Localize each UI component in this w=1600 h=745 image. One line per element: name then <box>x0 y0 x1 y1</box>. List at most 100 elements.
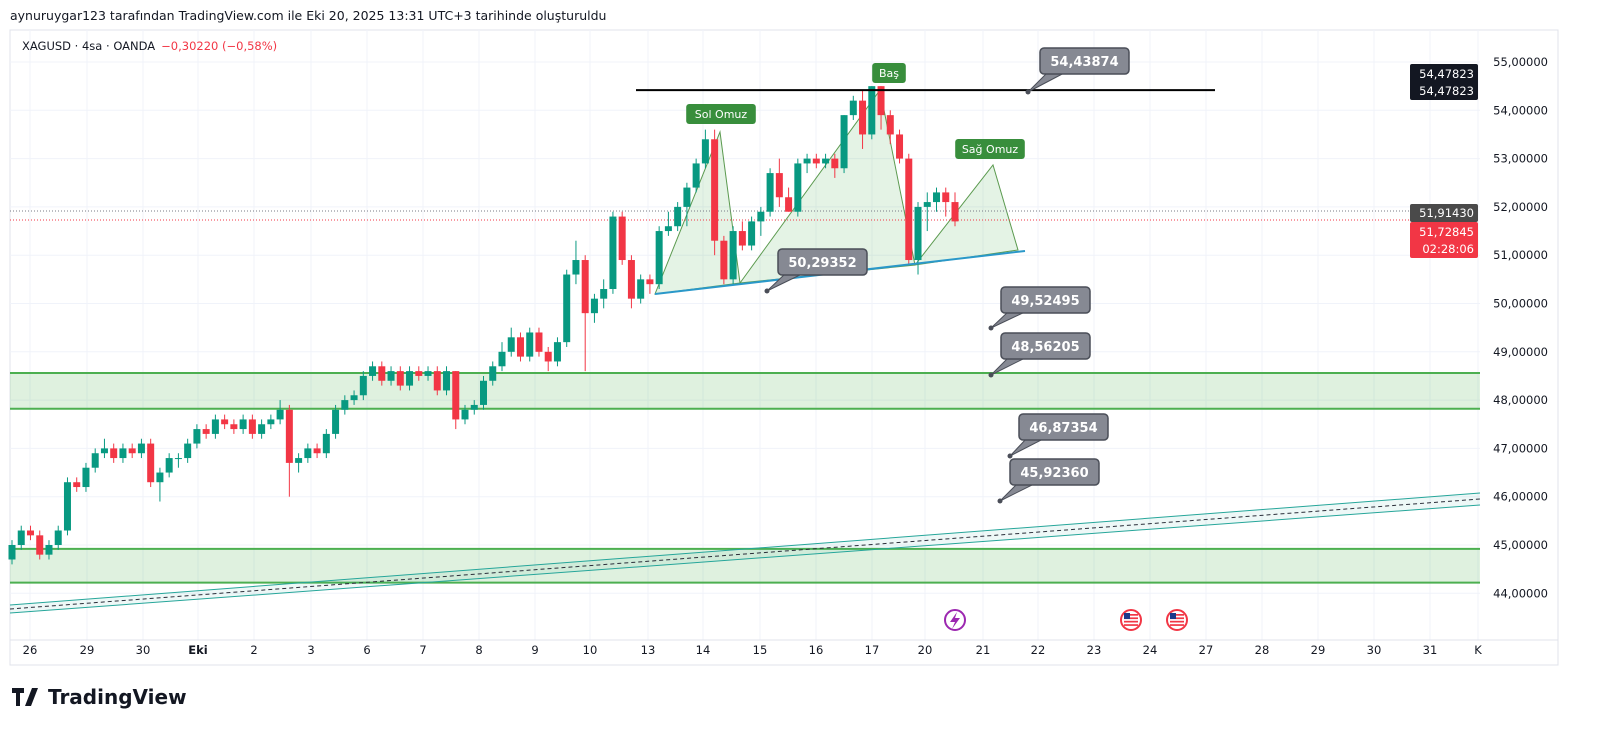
candle <box>729 226 737 285</box>
price-callout: 54,43874 <box>1025 47 1130 95</box>
support-zone <box>10 373 1480 409</box>
candle <box>553 337 561 367</box>
candle-body <box>73 482 81 488</box>
symbol-legend: XAGUSD · 4sa · OANDA −0,30220 (−0,58%) <box>22 39 277 53</box>
flag-canton <box>1124 613 1130 619</box>
candle <box>193 424 201 449</box>
flag-stripe <box>1170 624 1184 626</box>
candle-body <box>923 202 931 207</box>
candle <box>156 467 164 502</box>
y-tick-label: 45,00000 <box>1493 538 1548 552</box>
candle-body <box>184 443 192 459</box>
candle-body <box>63 482 71 531</box>
flag-stripe <box>1170 620 1184 623</box>
candle <box>211 414 219 439</box>
candle-body <box>54 530 62 545</box>
candle <box>627 255 635 309</box>
candle-body <box>600 289 608 299</box>
tradingview-logo[interactable]: TradingView <box>12 685 187 709</box>
candle-body <box>424 371 432 376</box>
price-callout: 48,56205 <box>988 332 1091 378</box>
lightning-glyph <box>950 612 960 629</box>
candle-body <box>174 458 182 460</box>
candle-body <box>563 274 571 343</box>
candle-body <box>461 409 469 420</box>
candle <box>692 158 700 193</box>
candle <box>128 443 136 459</box>
candle <box>868 86 876 140</box>
x-tick-label: 3 <box>307 643 314 657</box>
candle-body <box>942 192 950 203</box>
candle <box>350 390 358 405</box>
candle <box>572 240 580 285</box>
callout-text: 54,43874 <box>1050 55 1118 70</box>
candle-body <box>313 448 321 454</box>
x-tick-label: 17 <box>865 643 880 657</box>
y-tick-label: 53,00000 <box>1493 152 1548 166</box>
y-tick-label: 46,00000 <box>1493 490 1548 504</box>
candle <box>45 540 53 560</box>
candle-body <box>933 192 941 203</box>
candle-body <box>822 158 830 164</box>
candle-body <box>489 366 497 381</box>
candle-body <box>905 158 913 261</box>
candle-body <box>683 187 691 207</box>
flag-canton <box>1170 613 1176 619</box>
candle <box>147 438 155 488</box>
candle-body <box>221 419 229 425</box>
candle <box>516 332 524 362</box>
candle <box>720 235 728 285</box>
candle <box>812 153 820 169</box>
callout-box <box>1039 47 1130 75</box>
candle <box>396 366 404 391</box>
x-tick-label: 13 <box>641 643 656 657</box>
candle-body <box>17 530 25 545</box>
candle <box>470 400 478 415</box>
x-tick-label: 30 <box>136 643 151 657</box>
candle <box>581 255 589 372</box>
candle <box>794 158 802 217</box>
candle-body <box>26 530 34 536</box>
candle-body <box>369 366 377 376</box>
candle <box>886 110 894 145</box>
candle-body <box>627 260 635 299</box>
candle <box>304 443 312 463</box>
callout-box <box>1018 413 1109 441</box>
prev-close-label <box>1410 204 1478 222</box>
candle <box>119 443 127 463</box>
candle <box>480 375 487 410</box>
pattern-label: Sol Omuz <box>686 104 756 124</box>
candle <box>803 153 811 174</box>
flag-stripe <box>1124 617 1138 620</box>
candle <box>831 153 839 178</box>
candle-body <box>572 260 580 275</box>
candle <box>137 438 145 459</box>
candle-body <box>128 448 136 454</box>
x-tick-label: 29 <box>1311 643 1326 657</box>
y-tick-label: 49,00000 <box>1493 345 1548 359</box>
x-tick-label: 31 <box>1423 643 1438 657</box>
callout-box <box>1000 332 1091 360</box>
candle-body <box>341 400 349 410</box>
us-economic-event-icon <box>1120 609 1142 631</box>
candle <box>82 462 90 492</box>
candle <box>738 221 746 251</box>
candle <box>313 443 321 459</box>
x-tick-label: 26 <box>23 643 38 657</box>
candle <box>748 216 756 251</box>
callout-text: 50,29352 <box>788 256 856 271</box>
high-price-label <box>1410 64 1478 100</box>
candle <box>609 211 617 294</box>
last-price-label <box>1410 222 1478 258</box>
candle <box>91 448 99 473</box>
candle <box>295 453 303 473</box>
candle-body <box>729 231 737 280</box>
candle-body <box>849 100 857 116</box>
tradingview-logo-icon <box>12 688 38 706</box>
candle <box>933 187 941 212</box>
candle <box>600 279 608 309</box>
x-tick-label: 14 <box>696 643 711 657</box>
candle-body <box>248 419 256 434</box>
x-tick-label: 10 <box>583 643 598 657</box>
